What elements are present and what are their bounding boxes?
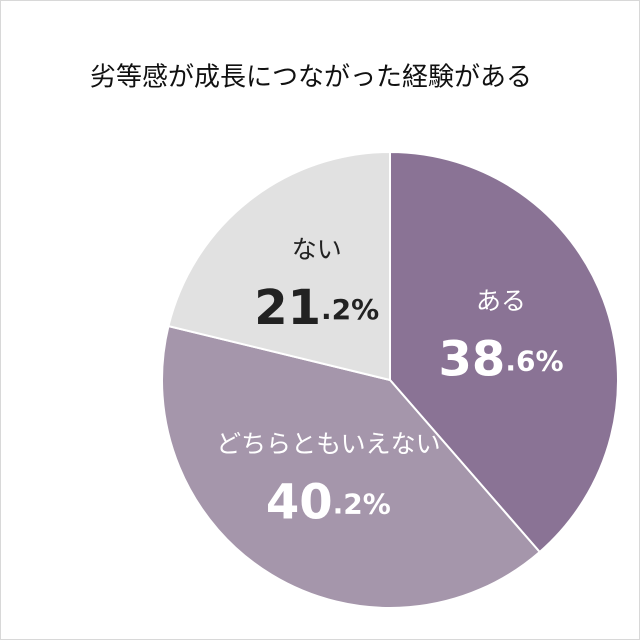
pie-slice (167, 150, 391, 382)
slice-label: ない (292, 235, 342, 264)
value-label: 40.2% (266, 474, 391, 530)
slice-label: ある (476, 286, 526, 315)
pie-slice (161, 324, 542, 609)
value-label: 38.6% (439, 331, 564, 387)
pie-slice (389, 150, 619, 554)
value-label: 21.2% (254, 280, 379, 336)
slice-label: どちらともいえない (216, 429, 441, 458)
chart-title: 劣等感が成長につながった経験がある (90, 63, 532, 93)
